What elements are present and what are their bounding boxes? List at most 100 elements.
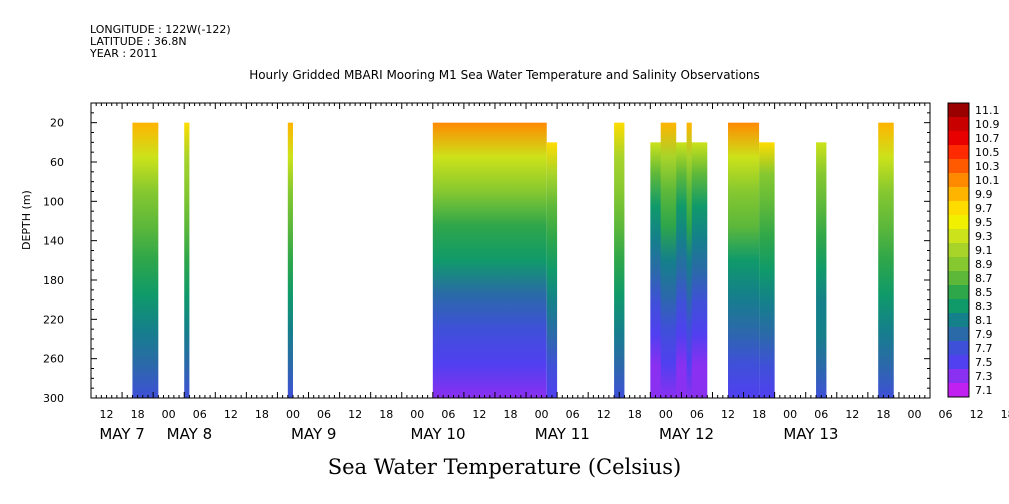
colorbar-swatch bbox=[948, 271, 969, 285]
data-segment bbox=[432, 122, 547, 399]
colorbar: 11.110.910.710.510.310.19.99.79.59.39.18… bbox=[947, 102, 1000, 398]
data-segment bbox=[287, 122, 293, 399]
colorbar-label: 8.9 bbox=[975, 258, 993, 271]
data-segment bbox=[759, 142, 775, 398]
y-tick-label: 140 bbox=[43, 235, 64, 248]
colorbar-label: 7.9 bbox=[975, 328, 993, 341]
day-label: MAY 10 bbox=[410, 425, 465, 443]
day-label: MAY 12 bbox=[659, 425, 714, 443]
x-tick-label: 06 bbox=[193, 408, 207, 421]
x-tick-label: 12 bbox=[472, 408, 486, 421]
x-tick-label: 06 bbox=[690, 408, 704, 421]
x-tick-label: 12 bbox=[224, 408, 238, 421]
colorbar-label: 9.5 bbox=[975, 216, 993, 229]
y-tick-label: 260 bbox=[43, 353, 64, 366]
colorbar-label: 8.5 bbox=[975, 286, 993, 299]
colorbar-swatch bbox=[948, 187, 969, 201]
x-tick-label: 18 bbox=[131, 408, 145, 421]
day-label: MAY 9 bbox=[291, 425, 337, 443]
colorbar-swatch bbox=[948, 117, 969, 131]
y-tick-label: 100 bbox=[43, 195, 64, 208]
x-tick-label: 00 bbox=[535, 408, 549, 421]
x-tick-label: 18 bbox=[379, 408, 393, 421]
day-labels: MAY 7 MAY 8 MAY 9 MAY 10 MAY 11 MAY 12 MAY 13 bbox=[99, 425, 838, 443]
colorbar-label: 10.9 bbox=[975, 118, 1000, 131]
data-segment bbox=[614, 122, 625, 399]
y-tick-label: 300 bbox=[43, 392, 64, 405]
colorbar-label: 7.3 bbox=[975, 370, 993, 383]
year-label: YEAR : 2011 bbox=[90, 47, 158, 60]
x-tick-label: 18 bbox=[255, 408, 269, 421]
y-tick-label: 60 bbox=[50, 156, 64, 169]
colorbar-label: 10.1 bbox=[975, 174, 1000, 187]
colorbar-label: 9.9 bbox=[975, 188, 993, 201]
bottom-title: Sea Water Temperature (Celsius) bbox=[327, 455, 682, 479]
day-label: MAY 8 bbox=[167, 425, 213, 443]
data-segments bbox=[132, 122, 894, 399]
colorbar-swatch bbox=[948, 341, 969, 355]
colorbar-label: 10.7 bbox=[975, 132, 1000, 145]
x-tick-label: 12 bbox=[721, 408, 735, 421]
day-label: MAY 13 bbox=[783, 425, 838, 443]
x-tick-label: 12 bbox=[597, 408, 611, 421]
data-segment bbox=[184, 122, 190, 399]
colorbar-label: 8.7 bbox=[975, 272, 993, 285]
colorbar-swatch bbox=[948, 243, 969, 257]
x-tick-label: 06 bbox=[566, 408, 580, 421]
data-segment bbox=[816, 142, 827, 398]
x-tick-label: 12 bbox=[970, 408, 984, 421]
colorbar-swatch bbox=[948, 229, 969, 243]
x-tick-label: 00 bbox=[659, 408, 673, 421]
chart-title: Hourly Gridded MBARI Mooring M1 Sea Wate… bbox=[249, 68, 760, 82]
data-segment bbox=[650, 142, 708, 398]
colorbar-swatch bbox=[948, 327, 969, 341]
colorbar-label: 8.3 bbox=[975, 300, 993, 313]
colorbar-swatch bbox=[948, 173, 969, 187]
colorbar-swatch bbox=[948, 103, 969, 117]
x-tick-label: 06 bbox=[317, 408, 331, 421]
colorbar-swatch bbox=[948, 299, 969, 313]
y-tick-labels: 20 60 100 140 180 220 260 300 bbox=[43, 117, 64, 405]
colorbar-swatch bbox=[948, 257, 969, 271]
colorbar-swatch bbox=[948, 201, 969, 215]
x-tick-label: 06 bbox=[814, 408, 828, 421]
data-segment bbox=[660, 122, 677, 399]
colorbar-label: 7.5 bbox=[975, 356, 993, 369]
colorbar-frame bbox=[947, 102, 970, 398]
colorbar-label: 7.1 bbox=[975, 384, 993, 397]
colorbar-label: 11.1 bbox=[975, 104, 1000, 117]
x-tick-labels: 12 18 00 06 12 18 00 06 12 18 00 06 12 18 00 06 12 18 00 06… bbox=[100, 408, 1009, 421]
day-label: MAY 11 bbox=[535, 425, 590, 443]
data-segment bbox=[878, 122, 894, 399]
x-tick-label: 00 bbox=[783, 408, 797, 421]
colorbar-label: 9.1 bbox=[975, 244, 993, 257]
x-tick-label: 00 bbox=[410, 408, 424, 421]
colorbar-swatch bbox=[948, 131, 969, 145]
x-tick-label: 06 bbox=[441, 408, 455, 421]
colorbar-swatch bbox=[948, 383, 969, 397]
x-tick-label: 12 bbox=[100, 408, 114, 421]
x-tick-label: 12 bbox=[348, 408, 362, 421]
data-segment bbox=[686, 122, 692, 399]
colorbar-label: 7.7 bbox=[975, 342, 993, 355]
data-segment bbox=[728, 122, 760, 399]
colorbar-label: 9.3 bbox=[975, 230, 993, 243]
colorbar-swatch bbox=[948, 313, 969, 327]
colorbar-swatch bbox=[948, 355, 969, 369]
colorbar-label: 10.3 bbox=[975, 160, 1000, 173]
colorbar-label: 8.1 bbox=[975, 314, 993, 327]
data-segment bbox=[546, 142, 558, 398]
colorbar-swatch bbox=[948, 369, 969, 383]
y-tick-label: 20 bbox=[50, 117, 64, 130]
colorbar-label: 10.5 bbox=[975, 146, 1000, 159]
data-segment bbox=[132, 122, 159, 399]
colorbar-swatch bbox=[948, 285, 969, 299]
colorbar-swatch bbox=[948, 159, 969, 173]
x-tick-label: 18 bbox=[504, 408, 518, 421]
x-tick-label: 00 bbox=[162, 408, 176, 421]
x-tick-label: 00 bbox=[907, 408, 921, 421]
x-tick-label: 06 bbox=[939, 408, 953, 421]
axis-ticks bbox=[90, 102, 931, 399]
x-tick-label: 18 bbox=[876, 408, 890, 421]
